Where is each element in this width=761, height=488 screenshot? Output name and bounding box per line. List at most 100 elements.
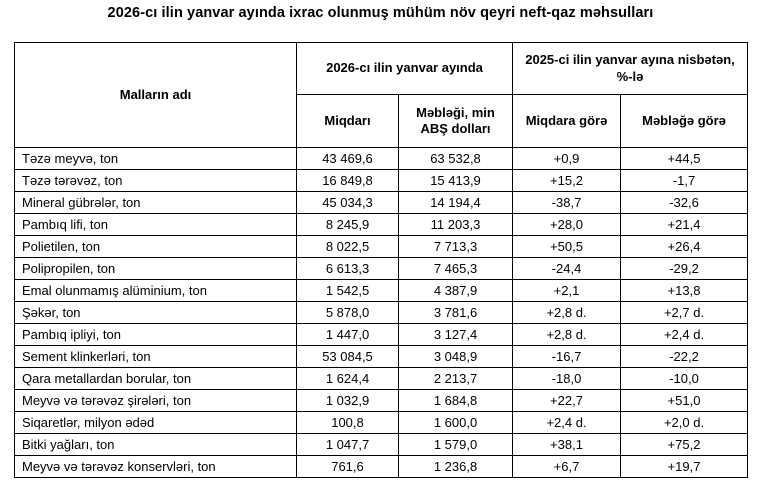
table-row: Pambıq lifi, ton 8 245,9 11 203,3 +28,0 …: [14, 213, 749, 236]
quantity-cell: 1 047,7: [296, 433, 399, 456]
amount-cell: 1 236,8: [398, 455, 513, 478]
by-amount-cell: -32,6: [619, 191, 749, 214]
amount-cell: 3 127,4: [398, 323, 513, 346]
by-quantity-cell: +2,8 d.: [512, 301, 621, 324]
quantity-cell: 43 469,6: [296, 147, 399, 170]
by-amount-cell: +26,4: [619, 235, 749, 258]
by-quantity-cell: +2,8 d.: [512, 323, 621, 346]
goods-name-cell: Sement klinkerləri, ton: [14, 345, 297, 368]
by-quantity-cell: +50,5: [512, 235, 621, 258]
amount-cell: 3 048,9: [398, 345, 513, 368]
by-amount-cell: -29,2: [619, 257, 749, 280]
goods-name-cell: Mineral gübrələr, ton: [14, 191, 297, 214]
goods-name-cell: Pambıq ipliyi, ton: [14, 323, 297, 346]
by-quantity-cell: +2,1: [512, 279, 621, 302]
goods-name-cell: Polipropilen, ton: [14, 257, 297, 280]
header-group-row: Malların adı 2026-cı ilin yanvar ayında …: [14, 42, 749, 148]
page-title: 2026-cı ilin yanvar ayında ixrac olunmuş…: [107, 5, 654, 21]
by-quantity-cell: +38,1: [512, 433, 621, 456]
amount-cell: 14 194,4: [398, 191, 513, 214]
table-row: Şəkər, ton 5 878,0 3 781,6 +2,8 d. +2,7 …: [14, 301, 749, 324]
table-row: Meyvə və tərəvəz şirələri, ton 1 032,9 1…: [14, 389, 749, 412]
table-row: Siqaretlər, milyon ədəd 100,8 1 600,0 +2…: [14, 411, 749, 434]
header-sub-row: Miqdarı Məbləği, min ABŞ dolları Miqdara…: [15, 94, 749, 148]
by-amount-cell: +2,0 d.: [619, 411, 749, 434]
column-header-by-quantity: Miqdara görə: [512, 94, 621, 148]
table-header: Malların adı 2026-cı ilin yanvar ayında …: [14, 42, 749, 148]
quantity-cell: 761,6: [296, 455, 399, 478]
table-row: Mineral gübrələr, ton 45 034,3 14 194,4 …: [14, 191, 749, 214]
by-amount-cell: -22,2: [619, 345, 749, 368]
table-row: Qara metallardan borular, ton 1 624,4 2 …: [14, 367, 749, 390]
by-quantity-cell: +28,0: [512, 213, 621, 236]
goods-name-cell: Meyvə və tərəvəz konservləri, ton: [14, 455, 297, 478]
table-row: Sement klinkerləri, ton 53 084,5 3 048,9…: [14, 345, 749, 368]
quantity-cell: 1 624,4: [296, 367, 399, 390]
column-header-quantity: Miqdarı: [296, 94, 399, 148]
by-amount-cell: +75,2: [619, 433, 749, 456]
table-row: Polietilen, ton 8 022,5 7 713,3 +50,5 +2…: [14, 235, 749, 258]
goods-name-cell: Şəkər, ton: [14, 301, 297, 324]
column-header-amount: Məbləği, min ABŞ dolları: [398, 94, 513, 148]
amount-cell: 2 213,7: [398, 367, 513, 390]
table-row: Pambıq ipliyi, ton 1 447,0 3 127,4 +2,8 …: [14, 323, 749, 346]
by-quantity-cell: -16,7: [512, 345, 621, 368]
by-quantity-cell: +0,9: [512, 147, 621, 170]
amount-cell: 11 203,3: [398, 213, 513, 236]
table-body: Təzə meyvə, ton 43 469,6 63 532,8 +0,9 +…: [14, 147, 749, 478]
by-quantity-cell: +2,4 d.: [512, 411, 621, 434]
by-quantity-cell: -38,7: [512, 191, 621, 214]
quantity-cell: 45 034,3: [296, 191, 399, 214]
table-row: Təzə meyvə, ton 43 469,6 63 532,8 +0,9 +…: [14, 147, 749, 170]
column-group-2026: 2026-cı ilin yanvar ayında: [296, 42, 513, 95]
quantity-cell: 1 032,9: [296, 389, 399, 412]
amount-cell: 1 684,8: [398, 389, 513, 412]
goods-name-cell: Qara metallardan borular, ton: [14, 367, 297, 390]
by-amount-cell: +51,0: [619, 389, 749, 412]
by-amount-cell: +13,8: [619, 279, 749, 302]
by-amount-cell: -10,0: [619, 367, 749, 390]
by-amount-cell: +19,7: [619, 455, 749, 478]
table-row: Meyvə və tərəvəz konservləri, ton 761,6 …: [14, 455, 749, 478]
by-quantity-cell: +22,7: [512, 389, 621, 412]
goods-name-cell: Təzə tərəvəz, ton: [14, 169, 297, 192]
by-amount-cell: +2,7 d.: [619, 301, 749, 324]
by-amount-cell: -1,7: [619, 169, 749, 192]
by-quantity-cell: +15,2: [512, 169, 621, 192]
goods-name-cell: Təzə meyvə, ton: [14, 147, 297, 170]
quantity-cell: 8 022,5: [296, 235, 399, 258]
exports-table: Malların adı 2026-cı ilin yanvar ayında …: [14, 42, 749, 478]
goods-name-cell: Bitki yağları, ton: [14, 433, 297, 456]
table-row: Təzə tərəvəz, ton 16 849,8 15 413,9 +15,…: [14, 169, 749, 192]
quantity-cell: 1 542,5: [296, 279, 399, 302]
by-quantity-cell: +6,7: [512, 455, 621, 478]
by-quantity-cell: -18,0: [512, 367, 621, 390]
by-amount-cell: +21,4: [619, 213, 749, 236]
amount-cell: 1 600,0: [398, 411, 513, 434]
by-amount-cell: +2,4 d.: [619, 323, 749, 346]
goods-name-cell: Pambıq lifi, ton: [14, 213, 297, 236]
quantity-cell: 16 849,8: [296, 169, 399, 192]
quantity-cell: 100,8: [296, 411, 399, 434]
amount-cell: 3 781,6: [398, 301, 513, 324]
quantity-cell: 5 878,0: [296, 301, 399, 324]
goods-name-cell: Siqaretlər, milyon ədəd: [14, 411, 297, 434]
goods-name-cell: Polietilen, ton: [14, 235, 297, 258]
table-row: Bitki yağları, ton 1 047,7 1 579,0 +38,1…: [14, 433, 749, 456]
quantity-cell: 6 613,3: [296, 257, 399, 280]
quantity-cell: 53 084,5: [296, 345, 399, 368]
quantity-cell: 8 245,9: [296, 213, 399, 236]
column-header-goods: Malların adı: [14, 42, 297, 148]
table-row: Emal olunmamış alüminium, ton 1 542,5 4 …: [14, 279, 749, 302]
amount-cell: 15 413,9: [398, 169, 513, 192]
by-amount-cell: +44,5: [619, 147, 749, 170]
amount-cell: 7 713,3: [398, 235, 513, 258]
column-group-2025-comparison: 2025-ci ilin yanvar ayına nisbətən, %-lə: [511, 42, 749, 95]
goods-name-cell: Emal olunmamış alüminium, ton: [14, 279, 297, 302]
goods-name-cell: Meyvə və tərəvəz şirələri, ton: [14, 389, 297, 412]
column-header-by-amount: Məbləğə görə: [619, 94, 749, 148]
amount-cell: 7 465,3: [398, 257, 513, 280]
table-row: Polipropilen, ton 6 613,3 7 465,3 -24,4 …: [14, 257, 749, 280]
amount-cell: 1 579,0: [398, 433, 513, 456]
